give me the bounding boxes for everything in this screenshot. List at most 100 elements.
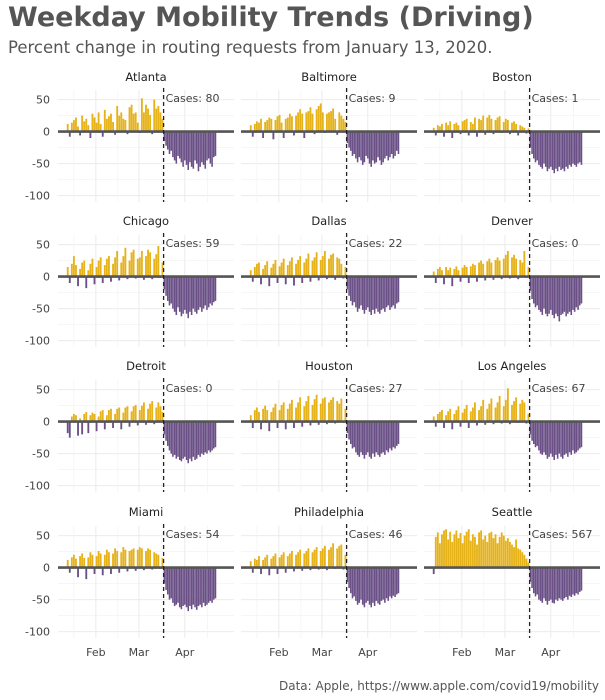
bar (459, 421, 462, 427)
bar (367, 567, 369, 601)
bar (563, 131, 566, 172)
bar (511, 122, 513, 132)
bar (201, 131, 203, 163)
bar (342, 118, 345, 132)
bar (134, 112, 137, 132)
bar (278, 114, 281, 132)
bar (173, 421, 176, 455)
bar (395, 567, 398, 595)
bar (502, 406, 505, 422)
bar (286, 117, 289, 132)
bar (149, 252, 152, 277)
bar (365, 131, 367, 156)
bar (274, 403, 277, 422)
facet-title: Seattle (492, 505, 533, 519)
bar (336, 131, 339, 135)
bar (87, 270, 90, 277)
bar (99, 411, 102, 422)
bar (506, 538, 509, 568)
bar (438, 267, 441, 277)
bar (293, 421, 295, 428)
bar (482, 115, 485, 132)
bar (66, 559, 69, 568)
bar (567, 567, 569, 600)
bar (356, 567, 359, 605)
bar (539, 567, 542, 601)
bar (192, 567, 195, 605)
bar (172, 131, 174, 158)
bar (126, 406, 129, 422)
bar (567, 131, 569, 169)
bar (299, 397, 302, 422)
bar (118, 407, 121, 422)
bar (206, 567, 208, 605)
x-tick-label: Feb (452, 646, 471, 659)
y-tick-label: -50 (32, 158, 50, 171)
bar (163, 421, 166, 435)
bar (161, 118, 164, 132)
bar (536, 276, 538, 306)
bar (276, 567, 279, 574)
bar (353, 131, 355, 154)
bar (496, 402, 499, 422)
bar (68, 131, 71, 137)
bar (307, 548, 310, 568)
bar (389, 421, 391, 449)
bar (449, 408, 452, 422)
bar (332, 108, 335, 132)
bar (70, 263, 73, 277)
bar (138, 410, 141, 422)
bar (338, 112, 341, 132)
bar (134, 404, 137, 422)
bar (498, 396, 501, 422)
bar (77, 567, 79, 578)
bar (315, 394, 318, 422)
bar (438, 412, 441, 422)
bar (561, 567, 564, 601)
bar (538, 421, 540, 451)
bar (434, 421, 437, 427)
bar (185, 421, 188, 460)
bar (580, 421, 583, 448)
bar (434, 276, 437, 283)
bar (170, 131, 172, 151)
bar (214, 567, 217, 599)
x-tick-label: Apr (175, 646, 195, 659)
bar (89, 131, 92, 138)
bar (336, 548, 339, 568)
bar (136, 122, 139, 132)
bar (268, 421, 271, 432)
bar (484, 276, 487, 281)
bar (340, 398, 343, 422)
bar (95, 556, 98, 568)
bar (346, 276, 349, 290)
bar (473, 265, 476, 277)
bar (380, 567, 383, 601)
bar (521, 552, 524, 568)
bar (197, 276, 200, 310)
bar (140, 548, 143, 568)
facet-title: Dallas (311, 214, 346, 228)
facet-title: Atlanta (125, 70, 166, 84)
bar (553, 567, 556, 604)
bar (99, 553, 102, 568)
bar (260, 276, 262, 285)
bar (469, 122, 472, 132)
bar (568, 421, 571, 453)
bar (177, 421, 179, 457)
cases-label: Cases: 54 (166, 528, 220, 541)
bar (177, 567, 179, 603)
bar (451, 131, 454, 138)
bar (276, 276, 279, 283)
bar (506, 388, 509, 422)
bar (202, 131, 205, 165)
bar (118, 567, 121, 573)
bar (170, 421, 172, 454)
bar (75, 117, 77, 132)
bar (572, 131, 574, 164)
bar (197, 421, 200, 455)
bar (167, 276, 169, 301)
bar (351, 131, 354, 156)
bar (175, 421, 178, 459)
